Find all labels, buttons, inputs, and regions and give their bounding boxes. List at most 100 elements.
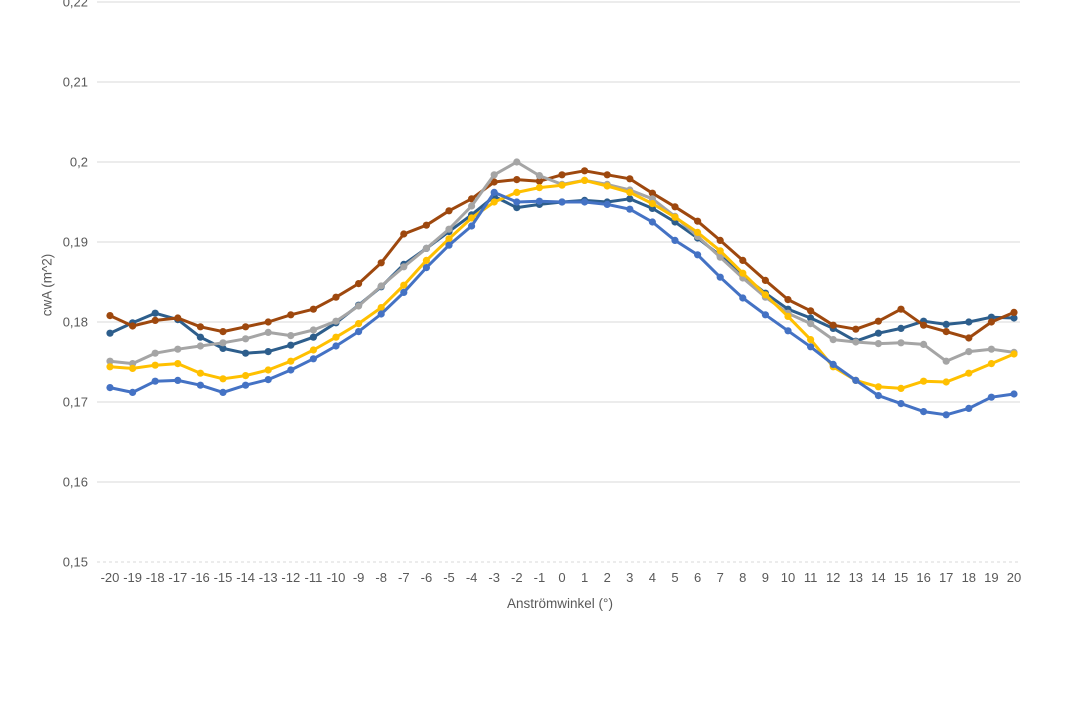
x-tick-label: -14 — [236, 570, 255, 585]
series-marker-blue — [897, 400, 905, 408]
series-marker-blue — [626, 205, 634, 213]
series-marker-blue — [581, 198, 589, 206]
series-marker-yellow — [445, 235, 453, 243]
series-line-yellow — [108, 178, 1016, 390]
series-marker-brown — [558, 171, 566, 179]
series-marker-yellow — [400, 281, 408, 289]
series-marker-blue — [332, 342, 340, 350]
x-tick-label: -16 — [191, 570, 210, 585]
series-marker-brown — [377, 259, 385, 267]
series-marker-brown — [242, 323, 250, 331]
series-marker-blue — [242, 381, 250, 389]
series-marker-brown — [264, 318, 272, 326]
series-marker-blue — [852, 376, 860, 384]
x-tick-label: 3 — [626, 570, 633, 585]
y-tick-label: 0,16 — [63, 475, 88, 490]
x-tick-label: 1 — [581, 570, 588, 585]
series-marker-yellow — [874, 383, 883, 391]
series-marker-gray — [445, 225, 453, 233]
series-marker-yellow — [377, 304, 385, 312]
series-marker-blue — [648, 218, 657, 226]
series-marker-blue — [490, 188, 498, 196]
series-marker-brown — [852, 325, 860, 333]
series-marker-gray — [355, 302, 363, 310]
series-marker-yellow — [309, 346, 317, 354]
y-tick-label: 0,22 — [63, 0, 88, 10]
y-tick-label: 0,18 — [63, 315, 88, 330]
series-marker-gray — [332, 317, 340, 325]
series-marker-gray — [174, 345, 182, 353]
series-marker-blue — [174, 376, 182, 384]
series-marker-gray — [264, 328, 272, 336]
series-marker-brown — [219, 328, 227, 336]
series-marker-yellow — [242, 372, 250, 380]
series-marker-blue — [129, 388, 137, 396]
x-tick-label: -4 — [466, 570, 478, 585]
x-tick-label: 19 — [984, 570, 998, 585]
series-marker-blue — [761, 311, 770, 319]
series-marker-dark-blue — [219, 344, 227, 352]
series-marker-blue — [829, 360, 837, 368]
series-marker-blue — [513, 198, 521, 206]
series-marker-yellow — [355, 320, 363, 328]
x-tick-label: 15 — [894, 570, 908, 585]
series-marker-gray — [468, 202, 476, 210]
series-marker-yellow — [490, 198, 498, 206]
y-tick-label: 0,17 — [63, 395, 88, 410]
series-marker-gray — [897, 339, 905, 347]
series-marker-yellow — [219, 375, 227, 383]
x-tick-label: -18 — [146, 570, 165, 585]
series-marker-dark-blue — [897, 324, 905, 332]
series-marker-brown — [807, 307, 815, 315]
series-marker-brown — [965, 334, 973, 342]
series-marker-yellow — [287, 357, 295, 365]
x-tick-label: -9 — [353, 570, 365, 585]
series-marker-brown — [739, 256, 747, 264]
series-marker-brown — [490, 178, 498, 186]
x-tick-label: -17 — [168, 570, 187, 585]
series-marker-brown — [355, 280, 363, 288]
series-marker-yellow — [196, 369, 204, 377]
x-tick-label: -10 — [327, 570, 346, 585]
y-tick-label: 0,21 — [63, 75, 88, 90]
series-marker-yellow — [264, 366, 272, 374]
series-marker-yellow — [1010, 350, 1018, 358]
series-marker-dark-blue — [1010, 314, 1018, 322]
series-marker-blue — [694, 251, 702, 259]
series-marker-dark-blue — [942, 320, 950, 328]
series-marker-blue — [445, 241, 453, 249]
series-marker-yellow — [129, 364, 137, 372]
series-marker-dark-blue — [106, 329, 114, 337]
y-tick-label: 0,19 — [63, 235, 88, 250]
series-marker-dark-blue — [309, 333, 317, 341]
series-marker-yellow — [468, 214, 476, 222]
series-marker-dark-blue — [151, 309, 159, 317]
series-marker-blue — [377, 310, 385, 318]
series-marker-dark-blue — [965, 318, 973, 326]
y-axis-title: cwA (m^2) — [39, 253, 55, 317]
series-marker-blue — [535, 197, 544, 205]
series-marker-gray — [920, 340, 928, 348]
series-marker-brown — [581, 167, 589, 175]
series-marker-blue — [807, 343, 815, 351]
x-tick-label: -2 — [511, 570, 523, 585]
series-marker-brown — [1010, 308, 1018, 316]
series-marker-yellow — [626, 188, 634, 196]
series-line-brown — [108, 169, 1016, 340]
series-marker-blue — [920, 408, 928, 416]
series-marker-gray — [852, 338, 860, 346]
series-marker-gray — [400, 263, 408, 271]
series-marker-brown — [445, 207, 453, 215]
series-marker-dark-blue — [626, 195, 634, 203]
x-tick-label: 0 — [558, 570, 565, 585]
x-tick-label: 11 — [804, 570, 818, 585]
series-marker-brown — [829, 321, 837, 329]
x-tick-label: -6 — [421, 570, 433, 585]
series-marker-blue — [784, 327, 792, 335]
x-tick-label: -13 — [259, 570, 278, 585]
series-marker-brown — [694, 217, 702, 225]
x-tick-label: 13 — [849, 570, 863, 585]
series-marker-brown — [603, 171, 611, 179]
